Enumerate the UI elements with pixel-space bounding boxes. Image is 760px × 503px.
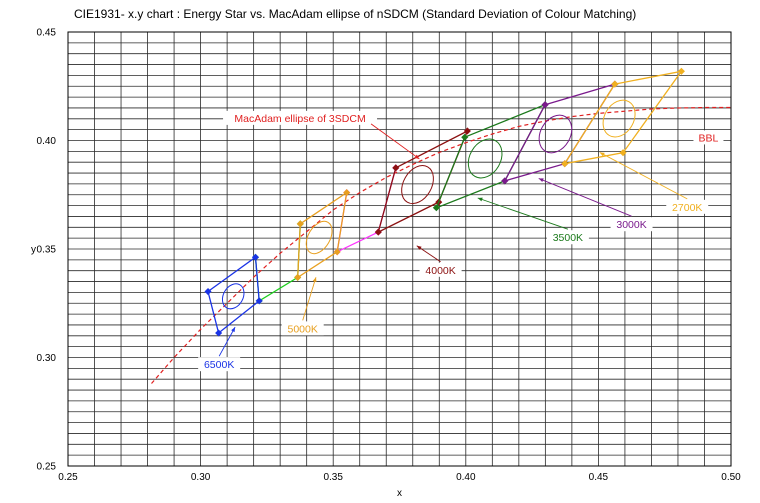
ellipse-4000K xyxy=(401,165,434,205)
quad-point-4000K xyxy=(392,164,400,172)
x-tick-label: 0.50 xyxy=(721,472,741,483)
chart-labels: 6500K 5000K 4000K 3500K 3000K 2700K BBL MacAdam… xyxy=(198,110,724,372)
label-6500K: 6500K xyxy=(198,326,241,372)
bbl-curve xyxy=(151,106,731,384)
label-arrowhead xyxy=(538,178,544,183)
label-3500K: 3500K xyxy=(477,197,589,245)
quad-6500K xyxy=(207,256,260,335)
quad-point-2700K xyxy=(619,149,627,157)
tick-labels: 0.25 0.30 0.35 0.40 0.45 0.50 0.25 0.30 0.35 0.40… xyxy=(37,28,742,484)
x-tick-label: 0.35 xyxy=(323,472,343,483)
chart-marks xyxy=(151,67,731,384)
quad-point-4000K xyxy=(463,127,471,135)
label-arrow xyxy=(416,245,441,263)
label-box xyxy=(546,230,589,245)
annotation-arrow xyxy=(370,123,420,160)
quad-point-3500K xyxy=(461,133,469,141)
quad-point-2700K xyxy=(611,80,619,88)
label-box xyxy=(198,357,241,372)
quad-point-6500K xyxy=(255,297,263,305)
quad-point-3000K xyxy=(501,177,509,185)
label-bbl: BBL xyxy=(693,130,724,145)
quad-point-5000K xyxy=(296,220,304,228)
quad-point-4000K xyxy=(374,228,382,236)
label-arrowhead xyxy=(231,327,236,333)
ellipse-3500K xyxy=(467,138,503,179)
label-text: 5000K xyxy=(288,323,318,335)
label-box xyxy=(610,217,653,232)
x-axis-label: x xyxy=(397,488,402,499)
ellipse-6500K xyxy=(221,283,245,310)
quad-point-2700K xyxy=(561,160,569,168)
label-text: 2700K xyxy=(672,202,702,214)
quad-4000K xyxy=(377,129,469,234)
label-text: 6500K xyxy=(204,359,234,371)
y-tick-label: 0.45 xyxy=(37,28,57,39)
annotation-box xyxy=(223,110,378,125)
y-tick-label: 0.25 xyxy=(37,462,57,473)
label-arrow xyxy=(218,326,236,357)
quad-point-3500K xyxy=(432,204,440,212)
annotation-macadam: MacAdam ellipse of 3SDCM xyxy=(223,110,420,160)
label-box xyxy=(419,262,462,277)
label-arrow xyxy=(477,197,569,230)
annotation-text: MacAdam ellipse of 3SDCM xyxy=(234,113,365,125)
x-tick-label: 0.40 xyxy=(456,472,476,483)
x-tick-label: 0.30 xyxy=(191,472,211,483)
connector-line xyxy=(336,167,397,253)
label-arrow xyxy=(599,152,688,200)
quad-point-6500K xyxy=(251,253,260,261)
plot-frame xyxy=(67,31,732,467)
x-tick-label: 0.25 xyxy=(58,472,78,483)
label-text: BBL xyxy=(699,132,719,144)
ellipse-3000K xyxy=(538,114,573,154)
label-arrowhead xyxy=(599,152,605,157)
label-box xyxy=(666,199,709,214)
ellipse-2700K xyxy=(602,99,636,138)
label-box xyxy=(281,321,324,336)
label-arrowhead xyxy=(477,197,483,202)
label-arrowhead xyxy=(416,245,422,250)
connector-line xyxy=(254,223,301,303)
quad-point-3000K xyxy=(541,101,549,109)
ellipse-5000K xyxy=(305,220,333,255)
label-4000K: 4000K xyxy=(416,245,462,277)
quad-point-2700K xyxy=(677,67,685,75)
quad-3500K xyxy=(435,103,547,209)
quad-point-5000K xyxy=(294,273,302,281)
chart-title: CIE1931- x.y chart : Energy Star vs. Mac… xyxy=(74,7,636,21)
label-arrow xyxy=(302,277,317,321)
x-tick-label: 0.45 xyxy=(589,472,609,483)
quad-point-5000K xyxy=(343,189,351,197)
quad-point-6500K xyxy=(204,287,212,296)
label-text: 3500K xyxy=(553,232,583,244)
label-arrowhead xyxy=(312,277,317,283)
label-2700K: 2700K xyxy=(599,152,709,214)
label-text: 4000K xyxy=(425,265,455,277)
annotation-arrowhead xyxy=(414,154,420,159)
quad-point-5000K xyxy=(333,248,341,256)
y-axis-label: y xyxy=(31,245,36,256)
y-tick-label: 0.40 xyxy=(37,136,57,147)
grid xyxy=(68,32,731,466)
y-tick-label: 0.30 xyxy=(37,353,57,364)
label-3000K: 3000K xyxy=(538,178,653,232)
label-arrow xyxy=(538,178,632,217)
label-5000K: 5000K xyxy=(281,277,324,336)
y-tick-label: 0.35 xyxy=(37,245,57,256)
quad-point-6500K xyxy=(215,329,223,337)
label-text: 3000K xyxy=(616,219,646,231)
label-box xyxy=(693,130,724,145)
